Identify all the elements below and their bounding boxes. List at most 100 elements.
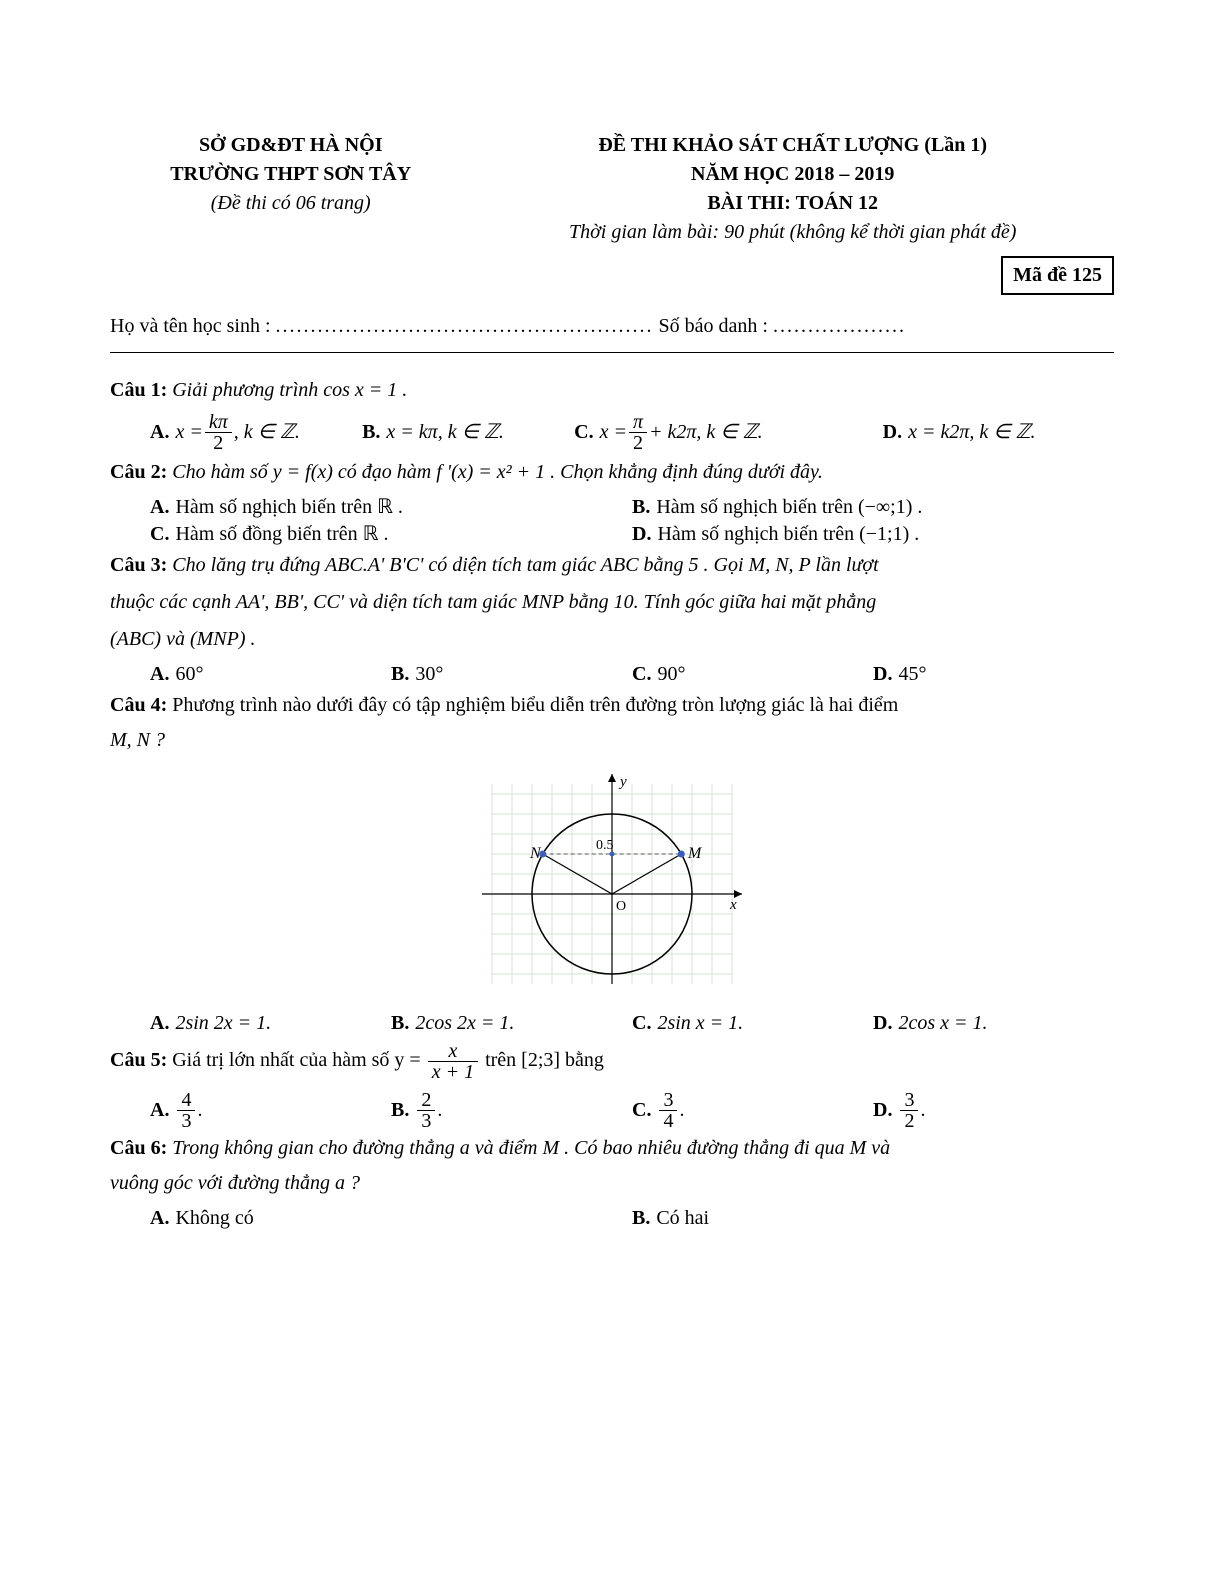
q3-d: 45°	[898, 661, 926, 688]
opt-label-a: A.	[150, 661, 169, 688]
q5-a-den: 3	[177, 1111, 195, 1131]
q5-b-num: 2	[417, 1090, 435, 1111]
q5-d-num: 3	[900, 1090, 918, 1111]
question-2: Câu 2: Cho hàm số y = f(x) có đạo hàm f …	[110, 459, 1114, 548]
question-6: Câu 6: Trong không gian cho đường thẳng …	[110, 1135, 1114, 1232]
exam-title: ĐỀ THI KHẢO SÁT CHẤT LƯỢNG (Lần 1)	[471, 132, 1114, 159]
q1-text: Giải phương trình cos x = 1 .	[172, 379, 407, 401]
q4-a: 2sin 2x = 1.	[175, 1010, 271, 1037]
id-dots: ...................	[773, 315, 906, 337]
q5-opt-b: B. 2 3 .	[391, 1090, 632, 1131]
q1-c-den: 2	[629, 433, 647, 453]
q4-opt-b: B. 2cos 2x = 1.	[391, 1010, 632, 1037]
label-x: x	[729, 897, 737, 913]
q5-c-num: 3	[659, 1090, 677, 1111]
q4-opt-c: C. 2sin x = 1.	[632, 1010, 873, 1037]
header: SỞ GD&ĐT HÀ NỘI TRƯỜNG THPT SƠN TÂY (Đề …	[110, 130, 1114, 295]
q1-c-num: π	[629, 412, 647, 433]
label-n: N	[529, 845, 542, 862]
opt-label-d: D.	[883, 419, 902, 446]
q4-opt-d: D. 2cos x = 1.	[873, 1010, 1114, 1037]
q4-figure: N M O 0.5 x y	[110, 764, 1114, 1002]
opt-label-b: B.	[391, 1097, 409, 1124]
q1-opt-b: B. x = kπ, k ∈ ℤ.	[362, 412, 574, 453]
pages-note: (Đề thi có 06 trang)	[110, 190, 471, 217]
q4-label: Câu 4:	[110, 694, 167, 716]
q5-d-dot: .	[920, 1097, 925, 1124]
q3-t3: (ABC) và (MNP) .	[110, 626, 1114, 653]
name-dots: ........................................…	[276, 315, 654, 337]
q5-opt-a: A. 4 3 .	[150, 1090, 391, 1131]
exam-code-wrap: Mã đề 125	[471, 250, 1114, 295]
question-3: Câu 3: Cho lăng trụ đứng ABC.A' B'C' có …	[110, 552, 1114, 688]
q1-d: x = k2π, k ∈ ℤ.	[908, 419, 1035, 446]
opt-label-a: A.	[150, 1097, 169, 1124]
q1-b: x = kπ, k ∈ ℤ.	[386, 419, 503, 446]
q4-t2: M, N ?	[110, 727, 1114, 754]
opt-label-b: B.	[632, 494, 650, 521]
opt-label-d: D.	[873, 1097, 892, 1124]
subject: BÀI THI: TOÁN 12	[471, 190, 1114, 217]
q5-opt-d: D. 3 2 .	[873, 1090, 1114, 1131]
q1-a-suf: , k ∈ ℤ.	[234, 419, 300, 446]
point-m	[678, 851, 685, 858]
q4-c: 2sin x = 1.	[657, 1010, 743, 1037]
q1-c-frac: π 2	[629, 412, 647, 453]
q5-opt-c: C. 3 4 .	[632, 1090, 873, 1131]
q4-t1: Phương trình nào dưới đây có tập nghiệm …	[172, 694, 898, 716]
question-1: Câu 1: Giải phương trình cos x = 1 . A. …	[110, 377, 1114, 453]
opt-label-b: B.	[391, 661, 409, 688]
q3-t1: Cho lăng trụ đứng ABC.A' B'C' có diện tí…	[172, 554, 878, 576]
q2-text: Cho hàm số y = f(x) có đạo hàm f '(x) = …	[172, 461, 823, 483]
q5-pre: Giá trị lớn nhất của hàm số y =	[172, 1049, 425, 1071]
q2-b: Hàm số nghịch biến trên (−∞;1) .	[656, 494, 922, 521]
opt-label-a: A.	[150, 1010, 169, 1037]
q2-d: Hàm số nghịch biến trên (−1;1) .	[657, 521, 919, 548]
q5-label: Câu 5:	[110, 1049, 167, 1071]
opt-label-a: A.	[150, 494, 169, 521]
question-5: Câu 5: Giá trị lớn nhất của hàm số y = x…	[110, 1041, 1114, 1131]
q6-label: Câu 6:	[110, 1137, 167, 1159]
opt-label-d: D.	[632, 521, 651, 548]
separator	[110, 352, 1114, 353]
question-4: Câu 4: Phương trình nào dưới đây có tập …	[110, 692, 1114, 1037]
label-y: y	[618, 774, 627, 790]
header-right: ĐỀ THI KHẢO SÁT CHẤT LƯỢNG (Lần 1) NĂM H…	[471, 130, 1114, 295]
header-left: SỞ GD&ĐT HÀ NỘI TRƯỜNG THPT SƠN TÂY (Đề …	[110, 130, 471, 295]
q6-opt-a: A. Không có	[150, 1205, 632, 1232]
q5-c-dot: .	[679, 1097, 684, 1124]
q5-num: x	[428, 1041, 478, 1062]
q6-a: Không có	[175, 1205, 253, 1232]
q5-den: x + 1	[428, 1062, 478, 1082]
q5-b-frac: 2 3	[417, 1090, 435, 1131]
opt-label-c: C.	[574, 419, 593, 446]
q1-label: Câu 1:	[110, 379, 167, 401]
q5-d-den: 2	[900, 1111, 918, 1131]
q4-b: 2cos 2x = 1.	[415, 1010, 514, 1037]
name-label: Họ và tên học sinh :	[110, 315, 271, 337]
q5-a-num: 4	[177, 1090, 195, 1111]
exam-code: Mã đề 125	[1001, 256, 1114, 295]
q5-b-dot: .	[437, 1097, 442, 1124]
q6-opt-b: B. Có hai	[632, 1205, 1114, 1232]
q3-a: 60°	[175, 661, 203, 688]
q3-b: 30°	[415, 661, 443, 688]
q6-b: Có hai	[656, 1205, 709, 1232]
q1-opt-a: A. x = kπ 2 , k ∈ ℤ.	[150, 412, 362, 453]
q2-c: Hàm số đồng biến trên ℝ .	[175, 521, 388, 548]
q1-a-pre: x =	[175, 419, 202, 446]
q2-a: Hàm số nghịch biến trên ℝ .	[175, 494, 402, 521]
q5-a-dot: .	[197, 1097, 202, 1124]
q5-frac: x x + 1	[428, 1041, 478, 1082]
opt-label-c: C.	[150, 521, 169, 548]
label-o: O	[616, 899, 626, 914]
q5-a-frac: 4 3	[177, 1090, 195, 1131]
opt-label-c: C.	[632, 661, 651, 688]
q2-opt-b: B. Hàm số nghịch biến trên (−∞;1) .	[632, 494, 1114, 521]
id-label: Số báo danh :	[659, 315, 768, 337]
student-info: Họ và tên học sinh : ...................…	[110, 313, 1114, 340]
school-year: NĂM HỌC 2018 – 2019	[471, 161, 1114, 188]
q2-opt-a: A. Hàm số nghịch biến trên ℝ .	[150, 494, 632, 521]
q4-opt-a: A. 2sin 2x = 1.	[150, 1010, 391, 1037]
q5-b-den: 3	[417, 1111, 435, 1131]
